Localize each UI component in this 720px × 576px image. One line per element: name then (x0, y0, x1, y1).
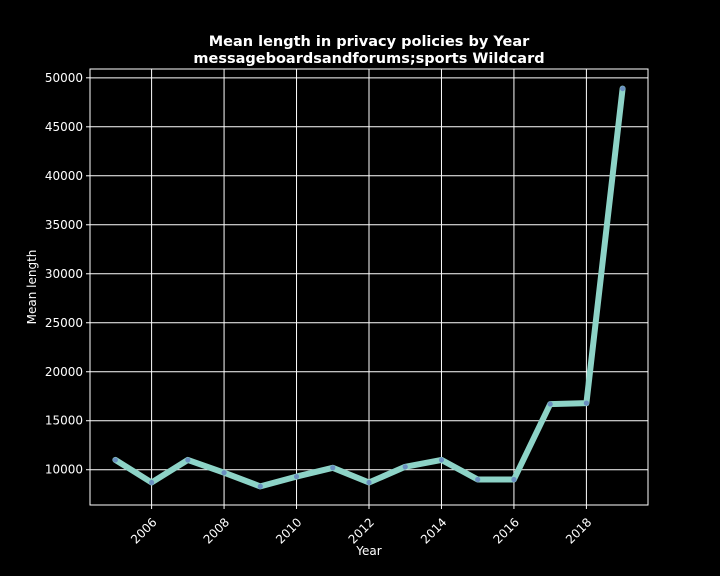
y-tick-label: 30000 (45, 267, 83, 281)
data-point (221, 470, 227, 476)
plot-area (112, 85, 626, 490)
data-point (148, 479, 155, 486)
data-point (293, 473, 300, 480)
y-tick-label: 45000 (45, 120, 83, 134)
data-point (112, 457, 118, 463)
data-point (438, 457, 445, 463)
x-axis-label: Year (355, 544, 381, 558)
grid (90, 69, 648, 505)
y-tick-label: 35000 (45, 218, 83, 232)
y-tick-label: 15000 (45, 414, 83, 428)
y-tick-label: 50000 (45, 71, 83, 85)
data-point (583, 400, 590, 406)
y-tick-label: 20000 (45, 365, 83, 379)
y-axis-label: Mean length (25, 250, 39, 325)
chart-title-line2: messageboardsandforums;sports Wildcard (193, 51, 544, 67)
y-axis: 10000 15000 20000 25000 30000 35000 40000 45000… (45, 71, 90, 477)
data-point (620, 85, 626, 92)
data-point (257, 483, 263, 489)
plot-frame (89, 68, 649, 506)
y-tick-label: 25000 (45, 316, 83, 330)
data-point (402, 464, 408, 470)
data-point (366, 479, 372, 486)
data-point (475, 476, 481, 483)
data-point (511, 476, 517, 483)
data-point (330, 465, 336, 471)
chart-title-line1: Mean length in privacy policies by Year (209, 34, 530, 50)
data-point (547, 401, 553, 407)
y-tick-label: 40000 (45, 169, 83, 183)
data-point (185, 457, 191, 463)
y-tick-label: 10000 (45, 463, 83, 477)
